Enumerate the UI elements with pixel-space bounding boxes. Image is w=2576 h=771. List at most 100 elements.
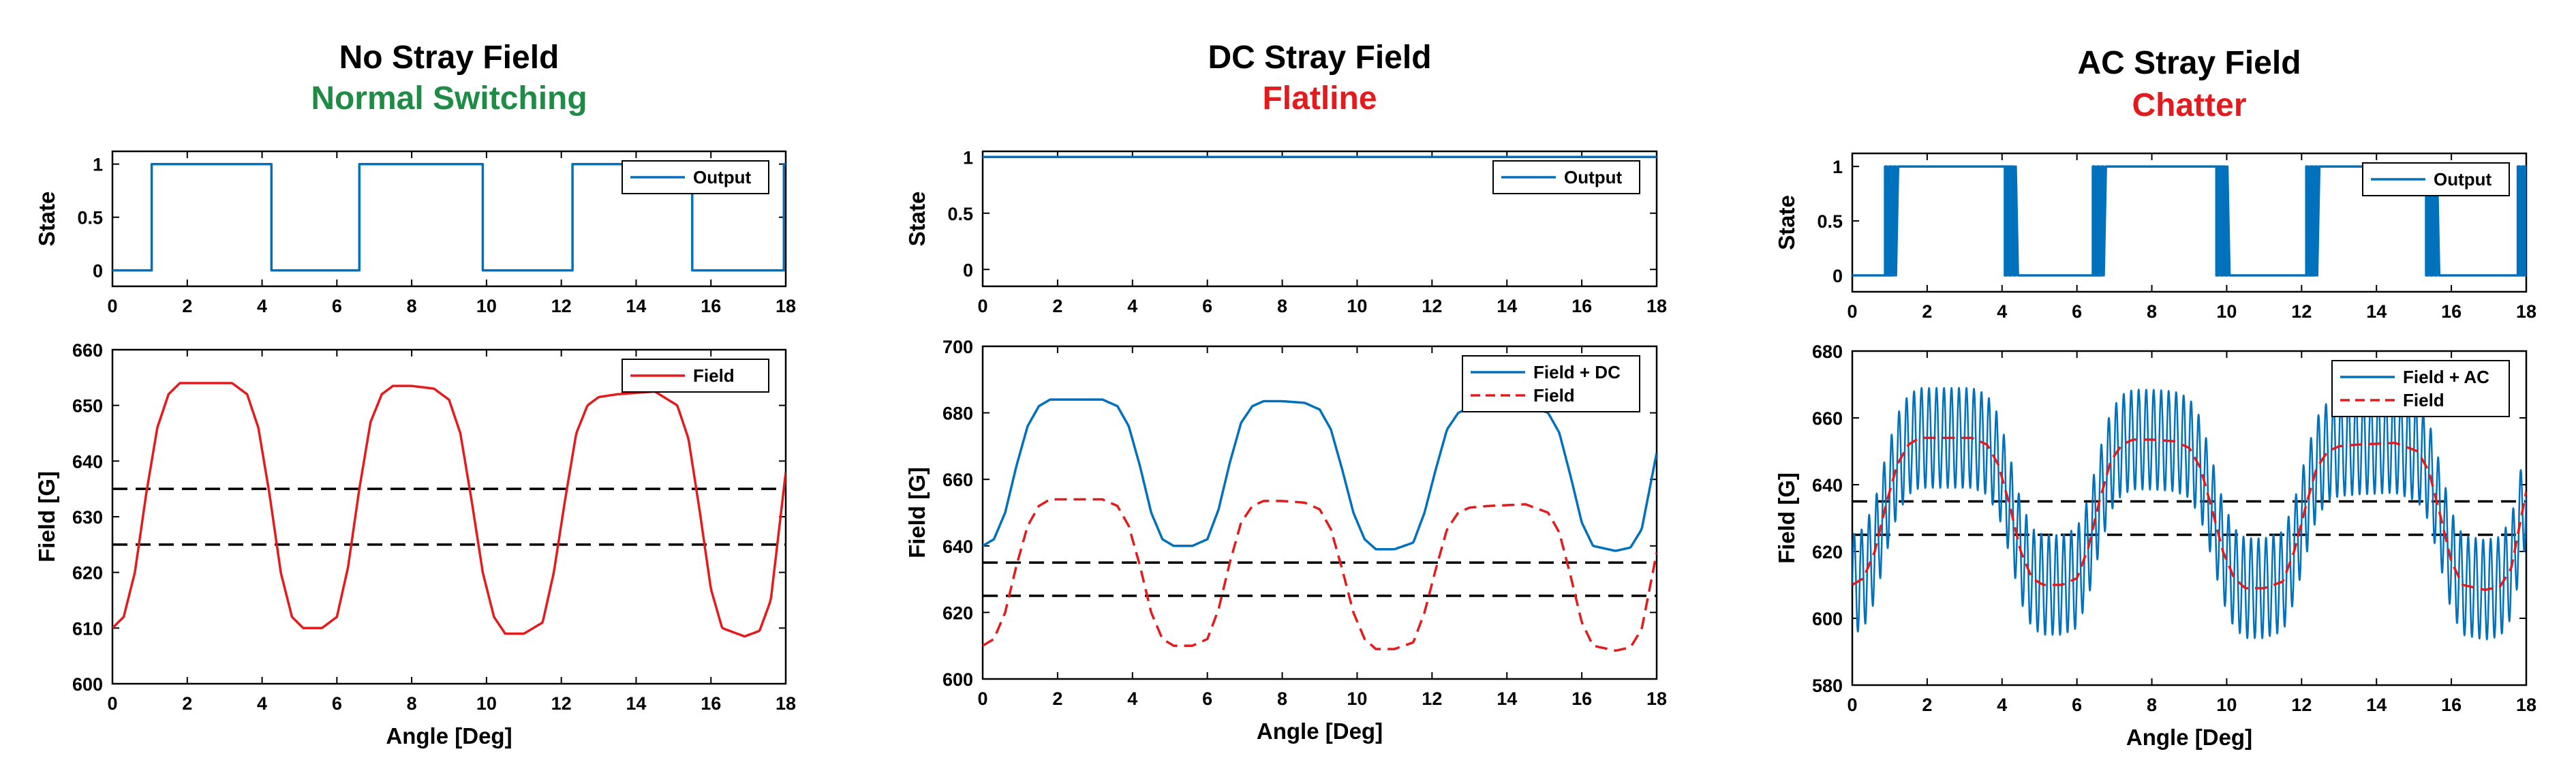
y-tick-label: 0.5 [77, 208, 103, 228]
y-tick-label: 610 [72, 618, 103, 639]
y-tick-label: 640 [1812, 475, 1843, 496]
x-tick-label: 12 [551, 693, 572, 714]
x-tick-label: 0 [107, 296, 117, 316]
chart-subtitle: Flatline [1262, 80, 1377, 117]
y-tick-label: 0.5 [947, 204, 973, 224]
x-tick-label: 4 [257, 296, 267, 316]
axes-frame [981, 345, 1658, 680]
x-tick-label: 6 [332, 693, 342, 714]
x-tick-label: 6 [2072, 301, 2082, 322]
x-tick-label: 6 [2072, 695, 2082, 715]
x-tick-label: 14 [626, 296, 646, 316]
x-tick-label: 2 [182, 693, 192, 714]
legend: Field + AC Field [2331, 360, 2510, 417]
chart-panel-3: 0 2 4 6 8 10 12 14 16 18 600 620 640 660 680 700 Angle [… [904, 337, 1667, 744]
legend-label: Field [1533, 385, 1575, 406]
plot-area [1852, 165, 2526, 277]
x-tick-label: 16 [1571, 689, 1592, 709]
y-tick-label: 580 [1812, 676, 1843, 696]
series-line-output [112, 162, 786, 272]
x-tick-label: 2 [1052, 296, 1062, 316]
y-tick-label: 680 [942, 404, 973, 424]
x-tick-label: 8 [1277, 689, 1287, 709]
x-tick-label: 0 [1847, 695, 1857, 715]
y-axis-label: Field [G] [904, 467, 930, 558]
chart-subtitle: Chatter [2132, 87, 2246, 123]
legend-label: Field + AC [2403, 367, 2489, 387]
x-tick-label: 12 [551, 296, 572, 316]
x-tick-label: 0 [977, 296, 987, 316]
x-tick-label: 10 [2216, 695, 2237, 715]
y-axis-label: State [904, 192, 930, 247]
x-tick-label: 12 [2291, 301, 2312, 322]
x-tick-label: 4 [1997, 301, 2007, 322]
y-tick-label: 660 [1812, 408, 1843, 429]
x-tick-label: 2 [1922, 301, 1932, 322]
y-tick-label: 680 [1812, 342, 1843, 362]
plot-area [1852, 387, 2526, 641]
x-tick-label: 18 [776, 693, 796, 714]
x-tick-label: 4 [1127, 296, 1137, 316]
legend: Output [622, 160, 769, 194]
x-tick-label: 14 [1497, 296, 1517, 316]
y-tick-label: 1 [1833, 157, 1843, 177]
legend-box [1462, 355, 1640, 412]
x-tick-label: 18 [2516, 301, 2536, 322]
x-axis-label: Angle [Deg] [2126, 725, 2252, 750]
y-tick-label: 0 [93, 261, 103, 282]
x-tick-label: 16 [701, 693, 721, 714]
legend-box [2331, 360, 2510, 417]
chart-title: No Stray Field [339, 40, 559, 76]
x-tick-label: 10 [476, 693, 497, 714]
chart-panel-2: 0 2 4 6 8 10 12 14 16 18 0 0.5 1 State Output [904, 147, 1667, 316]
y-tick-label: 1 [963, 147, 973, 168]
y-tick-label: 600 [942, 669, 973, 690]
x-tick-label: 16 [2441, 695, 2462, 715]
x-tick-label: 2 [182, 296, 192, 316]
series-line-field-ac [1852, 387, 2526, 641]
y-tick-label: 600 [72, 674, 103, 695]
chart-subtitle: Normal Switching [311, 80, 587, 117]
x-tick-label: 2 [1922, 695, 1932, 715]
x-tick-label: 4 [1997, 695, 2007, 715]
x-tick-label: 8 [2147, 695, 2157, 715]
chart-title: AC Stray Field [2077, 45, 2301, 81]
x-tick-label: 8 [1277, 296, 1287, 316]
x-tick-label: 16 [1571, 296, 1592, 316]
series-line-field [1852, 436, 2526, 591]
axes-frame [111, 150, 787, 288]
x-tick-label: 18 [1646, 689, 1667, 709]
y-tick-label: 660 [942, 470, 973, 490]
x-tick-label: 16 [701, 296, 721, 316]
x-tick-label: 4 [1127, 689, 1137, 709]
x-tick-label: 2 [1052, 689, 1062, 709]
y-tick-label: 660 [72, 340, 103, 361]
y-tick-label: 600 [1812, 609, 1843, 629]
y-axis-label: Field [G] [1774, 472, 1799, 564]
y-tick-label: 1 [93, 155, 103, 175]
legend-label: Output [1564, 167, 1623, 187]
x-tick-label: 0 [107, 693, 117, 714]
x-tick-label: 18 [776, 296, 796, 316]
x-tick-label: 12 [2291, 695, 2312, 715]
x-tick-label: 14 [2366, 695, 2387, 715]
x-tick-label: 8 [2147, 301, 2157, 322]
y-tick-label: 620 [942, 603, 973, 623]
y-tick-label: 700 [942, 337, 973, 357]
y-tick-label: 0 [1833, 266, 1843, 286]
x-tick-label: 8 [407, 693, 417, 714]
x-tick-label: 14 [2366, 301, 2387, 322]
chart-title: DC Stray Field [1208, 40, 1431, 76]
chart-panel-1: 0 2 4 6 8 10 12 14 16 18 600 610 620 630 640 650 660 Angl… [34, 340, 796, 749]
y-axis-label: State [1774, 195, 1799, 250]
x-axis-label: Angle [Deg] [1257, 719, 1383, 744]
y-tick-label: 640 [942, 536, 973, 557]
chart-panel-4: 0 2 4 6 8 10 12 14 16 18 0 0.5 1 State Output [1774, 152, 2536, 322]
legend-label: Output [2434, 169, 2492, 190]
legend-label: Output [693, 167, 752, 187]
plot-area [112, 162, 786, 272]
series-line-output [1852, 165, 2526, 277]
y-tick-label: 650 [72, 396, 103, 417]
x-tick-label: 12 [1422, 296, 1442, 316]
